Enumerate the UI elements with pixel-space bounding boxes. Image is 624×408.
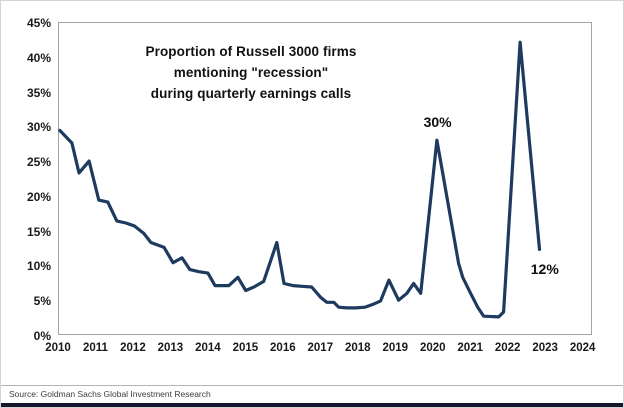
peak-value-annotation: 30% (423, 114, 452, 131)
chart-title-line-2: mentioning "recession" (173, 65, 329, 80)
x-axis-tick-label: 2022 (494, 342, 521, 354)
x-axis-tick-label: 2010 (45, 342, 71, 354)
peak-value-annotation: 12% (530, 260, 559, 277)
y-axis-tick-label: 15% (26, 224, 51, 239)
y-axis-tick-label: 0% (33, 329, 51, 343)
x-axis-tick-label: 2019 (382, 342, 409, 354)
chart-title-line-1: Proportion of Russell 3000 firms (145, 44, 357, 59)
y-axis-tick-label: 35% (26, 85, 51, 100)
x-axis-tick-label: 2016 (270, 342, 296, 354)
y-axis-tick-label: 25% (26, 155, 51, 170)
x-axis-tick-label: 2020 (419, 342, 446, 354)
x-axis-tick-label: 2021 (457, 342, 483, 354)
chart-title-line-3: during quarterly earnings calls (150, 86, 352, 101)
recession-mentions-line (58, 40, 542, 319)
x-axis-tick-label: 2015 (232, 342, 259, 354)
x-axis-tick-label: 2011 (82, 342, 108, 354)
x-axis-tick-label: 2017 (307, 342, 334, 354)
y-axis-tick-label: 5% (33, 294, 51, 309)
brand-footer-bar (1, 403, 623, 407)
footer-divider (1, 385, 623, 386)
plot-area-frame (58, 22, 592, 335)
y-axis-tick-label: 45% (26, 16, 51, 30)
line-chart-svg (58, 40, 542, 319)
y-axis-tick-label: 20% (26, 189, 51, 204)
y-axis-tick-label: 30% (26, 120, 51, 135)
x-axis-tick-label: 2012 (120, 342, 146, 354)
x-axis-tick-label: 2024 (569, 342, 596, 354)
chart-title: Proportion of Russell 3000 firms mention… (101, 41, 401, 104)
x-axis-tick-label: 2014 (195, 342, 221, 354)
x-axis-tick-label: 2018 (344, 342, 371, 354)
y-axis-tick-label: 10% (26, 259, 51, 274)
x-axis-tick-label: 2013 (157, 342, 184, 354)
y-axis-tick-label: 40% (26, 50, 51, 65)
source-note: Source: Goldman Sachs Global Investment … (9, 389, 211, 399)
x-axis-tick-label: 2023 (532, 342, 558, 354)
